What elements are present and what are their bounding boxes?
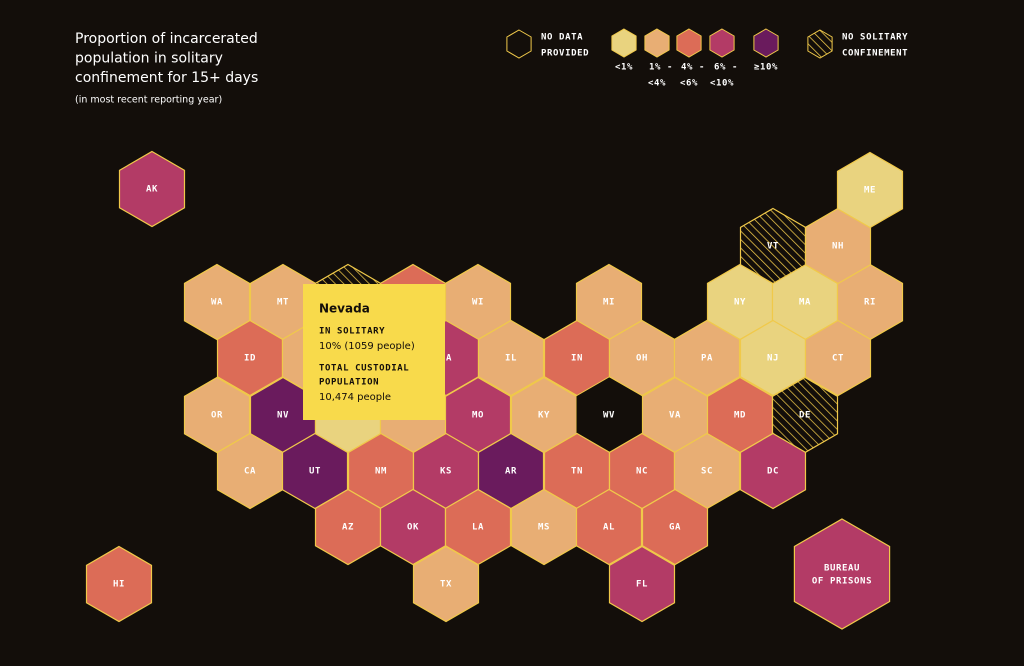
state-hex bbox=[118, 150, 186, 228]
tooltip: Nevada IN SOLITARY 10% (1059 people) TOT… bbox=[303, 284, 445, 420]
state-label: NJ bbox=[767, 354, 779, 364]
state-label: NC bbox=[636, 467, 648, 477]
state-hex bbox=[836, 151, 904, 229]
legend-label: 4% - bbox=[681, 63, 705, 73]
state-label: AK bbox=[146, 185, 158, 195]
state-label: VT bbox=[767, 242, 779, 252]
state-label: OH bbox=[636, 354, 648, 364]
state-label: NM bbox=[375, 467, 387, 477]
tooltip-heading: IN SOLITARY bbox=[319, 327, 385, 337]
state-label: MO bbox=[472, 411, 484, 421]
title: confinement for 15+ days bbox=[75, 70, 258, 86]
legend-swatch bbox=[753, 28, 779, 58]
state-label: TX bbox=[440, 580, 452, 590]
state-hex bbox=[412, 545, 480, 623]
state-hex bbox=[576, 377, 642, 453]
state-label: BUREAU bbox=[824, 564, 860, 574]
state-label: GA bbox=[669, 523, 681, 533]
state-label: LA bbox=[472, 523, 484, 533]
legend-label: PROVIDED bbox=[541, 49, 589, 59]
state-label: NH bbox=[832, 242, 844, 252]
state-label: MD bbox=[734, 411, 746, 421]
state-label: WV bbox=[603, 411, 615, 421]
legend-label: <4% bbox=[648, 79, 666, 89]
tooltip-value: 10% (1059 people) bbox=[319, 341, 415, 352]
tooltip-heading: POPULATION bbox=[319, 378, 379, 388]
legend-label: <10% bbox=[710, 79, 734, 89]
state-label: NV bbox=[277, 411, 289, 421]
state-label: CA bbox=[244, 467, 256, 477]
state-label: MS bbox=[538, 523, 550, 533]
state-label: AR bbox=[505, 467, 517, 477]
legend-swatch bbox=[709, 28, 735, 58]
state-label: OF PRISONS bbox=[812, 577, 872, 587]
state-label: DC bbox=[767, 467, 779, 477]
state-label: IL bbox=[505, 354, 517, 364]
state-label: KS bbox=[440, 467, 452, 477]
state-label: SC bbox=[701, 467, 713, 477]
state-label: CT bbox=[832, 354, 844, 364]
legend-swatch bbox=[807, 29, 833, 59]
state-label: FL bbox=[636, 580, 648, 590]
state-label: OK bbox=[407, 523, 419, 533]
state-label: HI bbox=[113, 580, 125, 590]
state-hex bbox=[575, 488, 643, 566]
state-label: DE bbox=[799, 411, 811, 421]
legend-swatch bbox=[676, 28, 702, 58]
state-label: ID bbox=[244, 354, 256, 364]
tooltip-value: 10,474 people bbox=[319, 392, 391, 403]
legend-label: 6% - bbox=[714, 63, 738, 73]
state-hex bbox=[641, 488, 709, 566]
legend-label: <6% bbox=[680, 79, 698, 89]
legend-swatch bbox=[506, 29, 532, 59]
state-label: TN bbox=[571, 467, 583, 477]
state-label: AZ bbox=[342, 523, 354, 533]
state-label: AL bbox=[603, 523, 615, 533]
state-label: MT bbox=[277, 298, 289, 308]
state-label: MI bbox=[603, 298, 615, 308]
state-label: UT bbox=[309, 467, 321, 477]
state-hex bbox=[477, 319, 545, 397]
state-label: IA bbox=[440, 354, 452, 364]
legend-swatch bbox=[644, 28, 670, 58]
state-label: WA bbox=[211, 298, 223, 308]
state-label: RI bbox=[864, 298, 876, 308]
state-hex bbox=[608, 545, 676, 623]
state-label: NY bbox=[734, 298, 746, 308]
state-label: IN bbox=[571, 354, 583, 364]
state-label: OR bbox=[211, 411, 223, 421]
state-label: MA bbox=[799, 298, 811, 308]
title: Proportion of incarcerated bbox=[75, 31, 258, 47]
state-label: ME bbox=[864, 186, 876, 196]
state-hex bbox=[739, 432, 807, 510]
tooltip-box bbox=[303, 284, 445, 420]
state-label: WI bbox=[472, 298, 484, 308]
title: population in solitary bbox=[75, 51, 223, 67]
subtitle: (in most recent reporting year) bbox=[75, 95, 222, 106]
legend-label: <1% bbox=[615, 63, 633, 73]
legend-swatch bbox=[611, 28, 637, 58]
state-label: VA bbox=[669, 411, 681, 421]
state-hex bbox=[804, 319, 872, 397]
state-label: PA bbox=[701, 354, 713, 364]
state-hex bbox=[85, 545, 153, 623]
state-hex bbox=[793, 518, 891, 630]
legend-label: CONFINEMENT bbox=[842, 49, 908, 59]
tooltip-heading: TOTAL CUSTODIAL bbox=[319, 364, 409, 374]
state-label: KY bbox=[538, 411, 550, 421]
legend-label: ≥10% bbox=[754, 63, 778, 73]
legend-label: NO SOLITARY bbox=[842, 33, 908, 43]
tooltip-title: Nevada bbox=[319, 302, 370, 316]
legend-label: 1% - bbox=[649, 63, 673, 73]
legend-label: NO DATA bbox=[541, 33, 583, 43]
